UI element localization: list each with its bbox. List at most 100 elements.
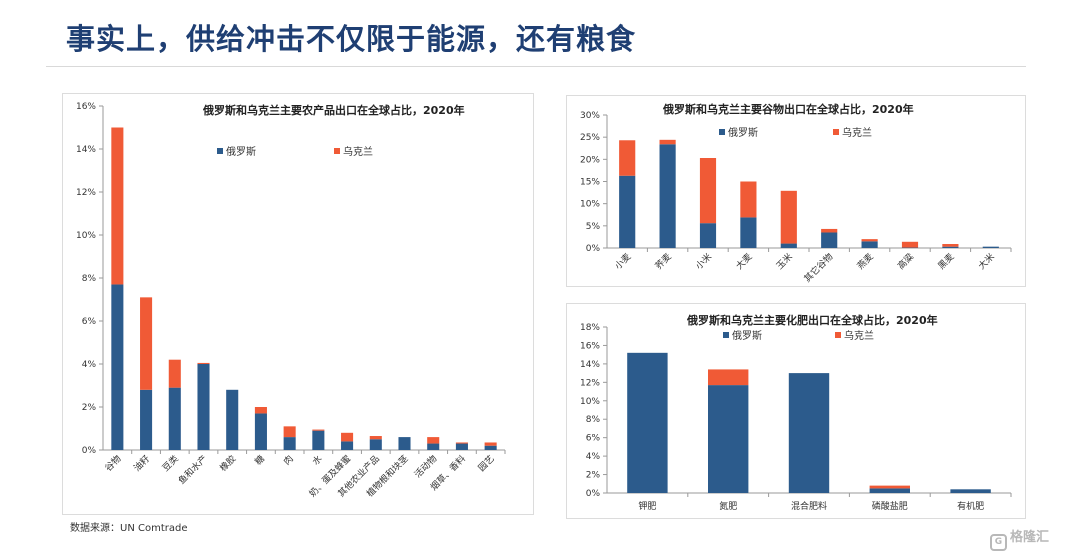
fert-category-label: 有机肥	[957, 500, 984, 512]
cereal-chart: 俄罗斯和乌克兰主要谷物出口在全球占比，2020年 0% 5% 10% 15% 20% 25%…	[580, 102, 1012, 285]
fert-y-tick-label: 18%	[580, 323, 600, 333]
cereal-y-tick-label: 5%	[586, 222, 601, 232]
fert-y-tick-label: 10%	[580, 397, 600, 407]
fert-legend-label-russia: 俄罗斯	[732, 329, 762, 342]
watermark-text: 格隆汇	[1010, 530, 1050, 545]
agri-y-tick-label: 6%	[82, 317, 97, 327]
agri-category-label: 园艺	[476, 453, 497, 474]
fert-chart: 俄罗斯和乌克兰主要化肥出口在全球占比，2020年 0% 2% 4% 6% 8% 10% 12%…	[580, 313, 1012, 512]
cereal-bar-ukraine	[699, 158, 717, 224]
fert-bar-russia	[950, 489, 991, 493]
agri-bar-ukraine	[197, 362, 210, 364]
agri-legend-label-russia: 俄罗斯	[226, 145, 256, 158]
agri-bar-russia	[369, 439, 382, 450]
agri-bar-ukraine	[427, 437, 440, 444]
fert-category-label: 磷酸盐肥	[872, 500, 908, 512]
agri-chart-panel: 俄罗斯和乌克兰主要农产品出口在全球占比，2020年 0% 2% 4% 6% 8% 10% 12…	[62, 93, 534, 515]
cereal-category-label: 玉米	[774, 251, 795, 272]
cereal-legend-label-ukraine: 乌克兰	[842, 126, 872, 139]
cereal-y-tick-label: 15%	[580, 178, 600, 188]
cereal-bar-russia	[861, 241, 878, 248]
watermark: G 格隆汇	[990, 526, 1049, 551]
fert-chart-panel: 俄罗斯和乌克兰主要化肥出口在全球占比，2020年 0% 2% 4% 6% 8% 10% 12%…	[566, 303, 1026, 519]
agri-bar-ukraine	[168, 359, 181, 388]
agri-bar-ukraine	[484, 442, 497, 446]
fert-legend-swatch-russia	[723, 332, 729, 338]
agri-category-label: 鱼和水产	[176, 453, 210, 487]
cereal-bar-russia	[740, 217, 757, 248]
agri-y-tick-label: 10%	[76, 231, 96, 241]
cereal-category-label: 其它谷物	[801, 251, 835, 285]
agri-legend-swatch-russia	[217, 148, 223, 154]
agri-y-tick-label: 4%	[82, 360, 97, 370]
cereal-bar-ukraine	[619, 140, 636, 176]
agri-category-label: 橡胶	[217, 453, 238, 474]
title-divider	[46, 66, 1026, 67]
cereal-bar-ukraine	[901, 241, 919, 248]
fert-category-label: 钾肥	[638, 500, 656, 512]
agri-bar-russia	[140, 389, 153, 450]
agri-bar-ukraine	[111, 127, 124, 285]
agri-chart-title: 俄罗斯和乌克兰主要农产品出口在全球占比，2020年	[202, 103, 465, 117]
fert-category-label: 氮肥	[719, 500, 737, 512]
fert-bar-russia	[708, 385, 749, 493]
agri-category-label: 谷物	[102, 453, 123, 474]
fert-y-tick-label: 14%	[580, 360, 600, 370]
cereal-y-tick-label: 20%	[580, 155, 600, 165]
cereal-bar-ukraine	[780, 190, 797, 244]
cereal-y-tick-label: 25%	[580, 133, 600, 143]
watermark-logo-icon: G	[990, 534, 1007, 551]
cereal-bar-russia	[659, 144, 676, 248]
agri-bar-ukraine	[341, 432, 354, 442]
agri-y-tick-label: 2%	[82, 403, 97, 413]
cereal-bar-russia	[942, 246, 959, 248]
agri-bar-russia	[398, 437, 411, 450]
source-note: 数据来源：UN Comtrade	[70, 523, 188, 534]
cereal-bar-ukraine	[740, 181, 757, 218]
cereal-category-label: 小麦	[612, 251, 633, 272]
agri-category-label: 肉	[281, 453, 296, 468]
cereal-category-label: 大麦	[733, 251, 754, 272]
cereal-bar-russia	[619, 175, 636, 248]
cereal-y-tick-label: 10%	[580, 200, 600, 210]
agri-category-label: 糖	[252, 453, 267, 468]
cereal-bar-russia	[699, 223, 717, 248]
cereal-bar-russia	[982, 246, 999, 248]
agri-bar-russia	[168, 387, 181, 450]
fert-bar-russia	[627, 352, 668, 493]
agri-y-tick-label: 12%	[76, 188, 96, 198]
agri-bar-ukraine	[455, 442, 468, 444]
agri-bar-russia	[484, 445, 497, 450]
agri-y-tick-label: 8%	[82, 274, 97, 284]
agri-bar-ukraine	[283, 426, 296, 438]
agri-y-tick-label: 16%	[76, 102, 96, 112]
fert-y-tick-label: 8%	[586, 415, 601, 425]
cereal-category-label: 荞麦	[652, 251, 673, 272]
cereal-legend-swatch-ukraine	[833, 129, 839, 135]
cereal-category-label: 小米	[693, 251, 714, 272]
cereal-bar-ukraine	[821, 228, 838, 233]
agri-bar-ukraine	[312, 429, 325, 431]
fert-y-tick-label: 0%	[586, 489, 601, 499]
page-title: 事实上，供给冲击不仅限于能源，还有粮食	[66, 22, 637, 56]
agri-bar-russia	[427, 443, 440, 450]
cereal-bar-ukraine	[942, 244, 959, 247]
fert-legend-swatch-ukraine	[835, 332, 841, 338]
cereal-bar-russia	[780, 243, 797, 248]
agri-bar-russia	[455, 443, 468, 450]
cereal-chart-title: 俄罗斯和乌克兰主要谷物出口在全球占比，2020年	[662, 102, 914, 116]
cereal-category-label: 燕麦	[854, 251, 875, 272]
cereal-bar-russia	[821, 232, 838, 248]
fert-bar-russia	[788, 373, 830, 493]
agri-bar-russia	[341, 441, 354, 450]
fert-y-tick-label: 12%	[580, 378, 600, 388]
fert-category-label: 混合肥料	[791, 500, 827, 512]
agri-bar-ukraine	[140, 297, 153, 390]
cereal-category-label: 高粱	[895, 251, 916, 272]
cereal-category-label: 黑麦	[935, 251, 956, 272]
agri-y-tick-label: 14%	[76, 145, 96, 155]
agri-bar-russia	[283, 437, 296, 450]
fert-bar-russia	[869, 488, 910, 493]
agri-bar-russia	[197, 364, 210, 450]
cereal-bar-ukraine	[861, 239, 878, 242]
